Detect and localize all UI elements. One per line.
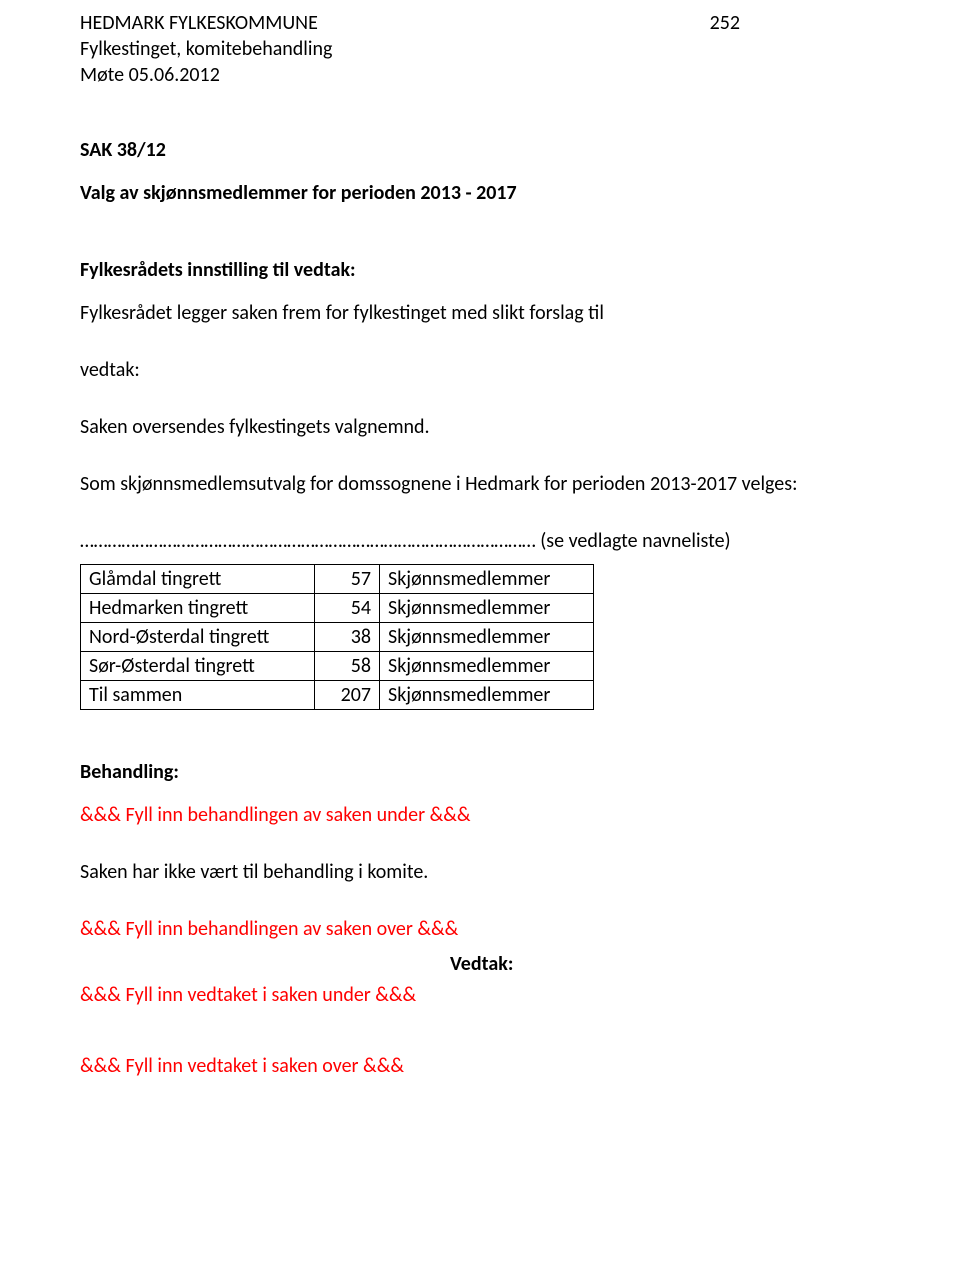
- page-document: HEDMARK FYLKESKOMMUNE 252 Fylkestinget, …: [0, 0, 960, 1121]
- table-cell-count: 207: [315, 681, 380, 710]
- table-cell-role: Skjønnsmedlemmer: [380, 623, 594, 652]
- table-cell-role: Skjønnsmedlemmer: [380, 652, 594, 681]
- header-page-number: 252: [710, 10, 740, 36]
- table-cell-name: Glåmdal tingrett: [81, 565, 315, 594]
- table-cell-name: Nord-Østerdal tingrett: [81, 623, 315, 652]
- table-cell-name: Til sammen: [81, 681, 315, 710]
- table-cell-count: 38: [315, 623, 380, 652]
- table-row: Sør-Østerdal tingrett 58 Skjønnsmedlemme…: [81, 652, 594, 681]
- table-cell-name: Hedmarken tingrett: [81, 594, 315, 623]
- table-cell-name: Sør-Østerdal tingrett: [81, 652, 315, 681]
- sak-label: SAK 38/12: [80, 136, 880, 165]
- table-row: Til sammen 207 Skjønnsmedlemmer: [81, 681, 594, 710]
- vedtak-heading: Vedtak:: [450, 950, 880, 979]
- innstilling-heading: Fylkesrådets innstilling til vedtak:: [80, 256, 880, 285]
- table-cell-count: 57: [315, 565, 380, 594]
- behandling-heading: Behandling:: [80, 758, 880, 787]
- innstilling-vedtak-label: vedtak:: [80, 356, 880, 385]
- header-org: HEDMARK FYLKESKOMMUNE: [80, 10, 318, 36]
- table-cell-role: Skjønnsmedlemmer: [380, 565, 594, 594]
- behandling-not-treated: Saken har ikke vært til behandling i kom…: [80, 858, 880, 887]
- header-row: HEDMARK FYLKESKOMMUNE 252: [80, 10, 740, 36]
- table-row: Hedmarken tingrett 54 Skjønnsmedlemmer: [81, 594, 594, 623]
- innstilling-line4: ……………………………………………………………………………………… (se ve…: [80, 527, 880, 556]
- table-row: Glåmdal tingrett 57 Skjønnsmedlemmer: [81, 565, 594, 594]
- sak-title: Valg av skjønnsmedlemmer for perioden 20…: [80, 179, 880, 208]
- vedtak-fill-under: &&& Fyll inn vedtaket i saken under &&&: [80, 981, 880, 1010]
- header-subline: Fylkestinget, komitebehandling: [80, 36, 880, 62]
- table-cell-role: Skjønnsmedlemmer: [380, 681, 594, 710]
- table-row: Nord-Østerdal tingrett 38 Skjønnsmedlemm…: [81, 623, 594, 652]
- innstilling-line2: Saken oversendes fylkestingets valgnemnd…: [80, 413, 880, 442]
- skjonnsmedlemmer-table: Glåmdal tingrett 57 Skjønnsmedlemmer Hed…: [80, 564, 594, 710]
- behandling-fill-over: &&& Fyll inn behandlingen av saken over …: [80, 915, 880, 944]
- behandling-fill-under: &&& Fyll inn behandlingen av saken under…: [80, 801, 880, 830]
- innstilling-line3: Som skjønnsmedlemsutvalg for domssognene…: [80, 470, 880, 499]
- header-meeting: Møte 05.06.2012: [80, 62, 880, 88]
- table-cell-role: Skjønnsmedlemmer: [380, 594, 594, 623]
- table-cell-count: 58: [315, 652, 380, 681]
- vedtak-fill-over: &&& Fyll inn vedtaket i saken over &&&: [80, 1052, 880, 1081]
- table-cell-count: 54: [315, 594, 380, 623]
- innstilling-line1: Fylkesrådet legger saken frem for fylkes…: [80, 299, 880, 328]
